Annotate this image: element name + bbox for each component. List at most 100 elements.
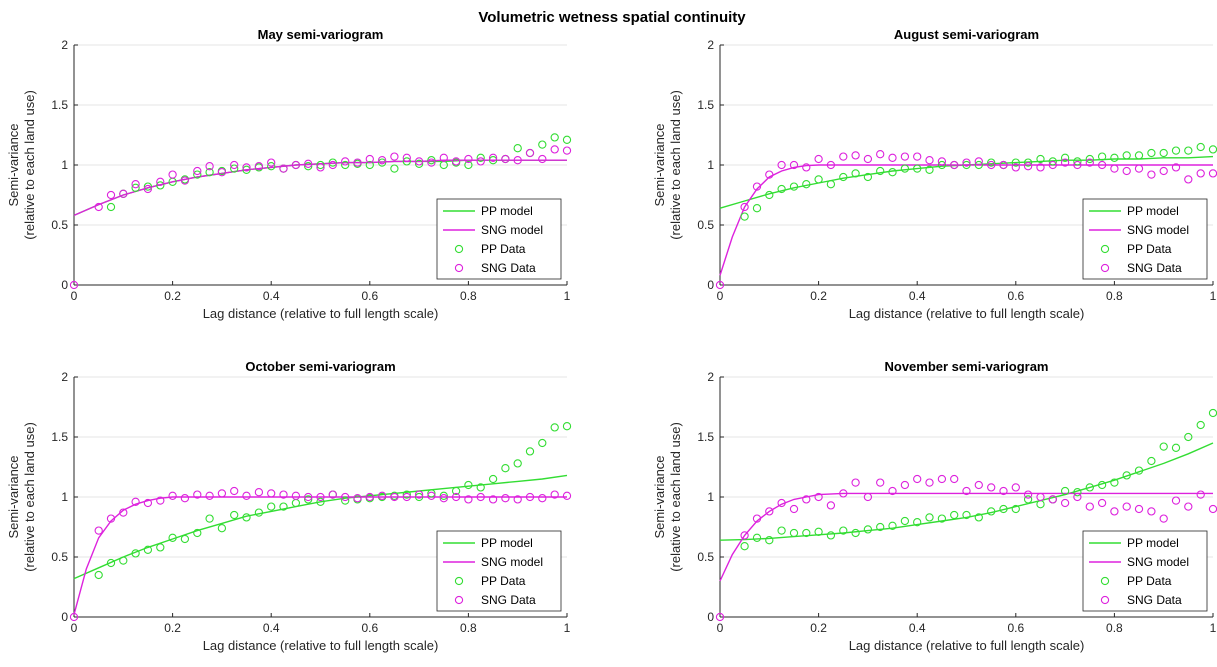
chart-2-series-pp-data-point: [876, 166, 885, 176]
chart-3-legend-item-pp-data: PP Data: [454, 574, 526, 588]
chart-2-legend-item-sng-data-swatch: [1100, 263, 1110, 273]
chart-2-series-pp-data-point: [1085, 154, 1094, 164]
chart-4-series-sng-data-point: [1011, 483, 1020, 492]
chart-4-series-sng-data-point: [1073, 492, 1082, 502]
chart-2-series-sng-data-point: [740, 202, 749, 212]
chart-1-series-pp-data-point: [131, 183, 140, 192]
chart-3-x-tick-label-2: 0.4: [263, 621, 280, 635]
chart-2-series-pp-data-point: [937, 160, 947, 170]
chart-2-series-pp-data-point: [987, 158, 996, 167]
chart-4-series-sng-data-point: [937, 474, 947, 484]
chart-3-series-sng-data-point: [377, 491, 387, 500]
chart-2-series-sng-data-point: [814, 154, 823, 164]
chart-1-series-sng-data-point: [304, 159, 313, 168]
chart-3-series-sng-model: [73, 496, 567, 615]
chart-2-x-tick-label-0: 0: [717, 289, 724, 303]
chart-2-series-pp-data-point: [777, 184, 786, 194]
chart-4-series-pp-data-point: [900, 516, 910, 526]
chart-4-series-pp-data-point: [826, 531, 836, 540]
chart-4-legend-item-sng-model: SNG model: [1089, 555, 1189, 569]
chart-2-series-sng-data-point: [974, 157, 983, 166]
chart-2-series-pp-data-point: [1184, 146, 1193, 155]
chart-1-series-sng-data-point: [119, 189, 128, 198]
chart-2-series-sng-data-point: [1184, 175, 1193, 184]
chart-1-y-label-line-1: Semi-variance: [6, 123, 21, 206]
chart-4-series-sng-data-point: [1023, 490, 1033, 499]
chart-1-series-sng-data-point: [254, 162, 264, 171]
chart-1-series-sng-data-point: [365, 154, 374, 164]
chart-4-legend-item-pp-model-label: PP model: [1127, 536, 1179, 550]
chart-4-series-pp-data-point: [925, 513, 934, 522]
chart-4-legend-item-pp-data-label: PP Data: [1127, 574, 1172, 588]
chart-1: 0 0.2 0.4 0.6 0.8 1 0 0.5 1 1.5 2 May semi-variogra…: [6, 27, 572, 321]
chart-3-series-pp-data-point: [143, 545, 153, 554]
chart-3: 0 0.2 0.4 0.6 0.8 1 0 0.5 1 1.5 2 October semi-vari…: [6, 359, 572, 653]
chart-4-y-tick-label-3: 1.5: [697, 430, 714, 444]
chart-2-series-sng-data-point: [1134, 164, 1144, 173]
chart-3-series-sng-data-point: [365, 492, 374, 502]
chart-3-series-sng-data-point: [414, 490, 424, 499]
chart-4-series-sng-data-point: [962, 486, 971, 496]
chart-1-series-pp-data-point: [267, 162, 276, 171]
chart-2-series-pp-data-point: [1073, 157, 1082, 166]
chart-2-y-label-line-1: Semi-variance: [652, 123, 667, 206]
chart-4-series-pp-data-point: [1036, 500, 1045, 509]
chart-3-series-pp-data-point: [538, 438, 547, 448]
chart-3-series-pp-model: [73, 474, 568, 580]
chart-2-series-sng-data-point: [789, 160, 799, 170]
chart-2-y-label-line-2: (relative to each land use): [668, 90, 683, 240]
chart-4-series-pp-data-point: [1097, 480, 1107, 490]
chart-4-series-pp-data-point: [740, 542, 749, 551]
chart-1-legend-item-sng-data-swatch: [454, 263, 464, 273]
chart-2-series-sng-data-point: [1048, 160, 1057, 170]
chart-1-legend-item-sng-model: SNG model: [443, 223, 543, 237]
chart-1-series-pp-data-point: [316, 160, 325, 170]
chart-4-series-pp-data-point: [839, 526, 848, 535]
chart-4-series-sng-data-point: [1208, 504, 1217, 514]
chart-4-series-pp-data-point: [1011, 504, 1020, 514]
chart-2-legend-item-sng-data-label: SNG Data: [1127, 261, 1182, 275]
chart-3-series-pp-data-point: [414, 492, 424, 502]
panels: 0 0.2 0.4 0.6 0.8 1 0 0.5 1 1.5 2 May semi-variogra…: [6, 27, 1217, 653]
chart-1-legend-item-sng-data: SNG Data: [454, 261, 536, 275]
chart-3-series-pp-data-point: [427, 489, 436, 498]
chart-4-x-tick-label-2: 0.4: [909, 621, 926, 635]
chart-1-series-pp-data-point: [143, 182, 153, 191]
chart-3-y-tick-label-1: 0.5: [51, 550, 68, 564]
chart-1-series-sng-data-point: [451, 157, 461, 166]
chart-1-legend-box: [436, 198, 562, 280]
chart-4-series-sng-data-point: [851, 478, 860, 487]
chart-4-series-sng-data-point: [950, 474, 959, 484]
chart-3-series-pp-data-point: [341, 496, 350, 505]
chart-4-series-sng-data-point: [1110, 507, 1119, 516]
chart-4-series-sng-data-point: [765, 507, 774, 516]
chart-4-series-pp-data-point: [1208, 408, 1217, 418]
chart-3-series-sng-data-point: [254, 488, 264, 497]
chart-1-legend-item-sng-data-label: SNG Data: [481, 261, 536, 275]
chart-2-y-tick-label-4: 2: [707, 38, 714, 52]
chart-4-legend-item-sng-data-label: SNG Data: [1127, 593, 1182, 607]
chart-2-series-pp-data-point: [913, 164, 922, 173]
chart-4-series-sng-data-point: [715, 612, 725, 622]
chart-1-series-sng-data-point: [390, 152, 399, 161]
chart-1-series-pp-data-point: [230, 164, 239, 173]
chart-1-series-sng-data-point: [439, 153, 448, 162]
chart-3-series-sng-data-point: [488, 495, 498, 504]
chart-2-series-sng-data-point: [1097, 160, 1107, 170]
chart-4-series-sng-data-point: [839, 489, 848, 498]
chart-3-series-sng-data-point: [316, 492, 325, 502]
chart-3-series-sng-data-point: [131, 497, 140, 506]
chart-4-series-pp-data-point: [876, 522, 885, 532]
chart-4-series-pp-data-point: [962, 510, 971, 520]
chart-4-series-pp-data: [740, 408, 1217, 551]
chart-1-series-pp-data-point: [513, 144, 522, 153]
chart-3-series-pp-data-point: [180, 534, 190, 544]
chart-4-series-sng-data-point: [925, 478, 934, 487]
chart-1-series-pp-data-point: [476, 153, 485, 162]
chart-2-legend-item-pp-data: PP Data: [1100, 242, 1172, 256]
chart-4-series-sng-data-point: [1147, 507, 1156, 516]
chart-2-series-pp-data: [740, 142, 1217, 221]
chart-3-series-sng-data-point: [451, 492, 461, 502]
chart-1-series-sng-data-point: [476, 157, 485, 166]
